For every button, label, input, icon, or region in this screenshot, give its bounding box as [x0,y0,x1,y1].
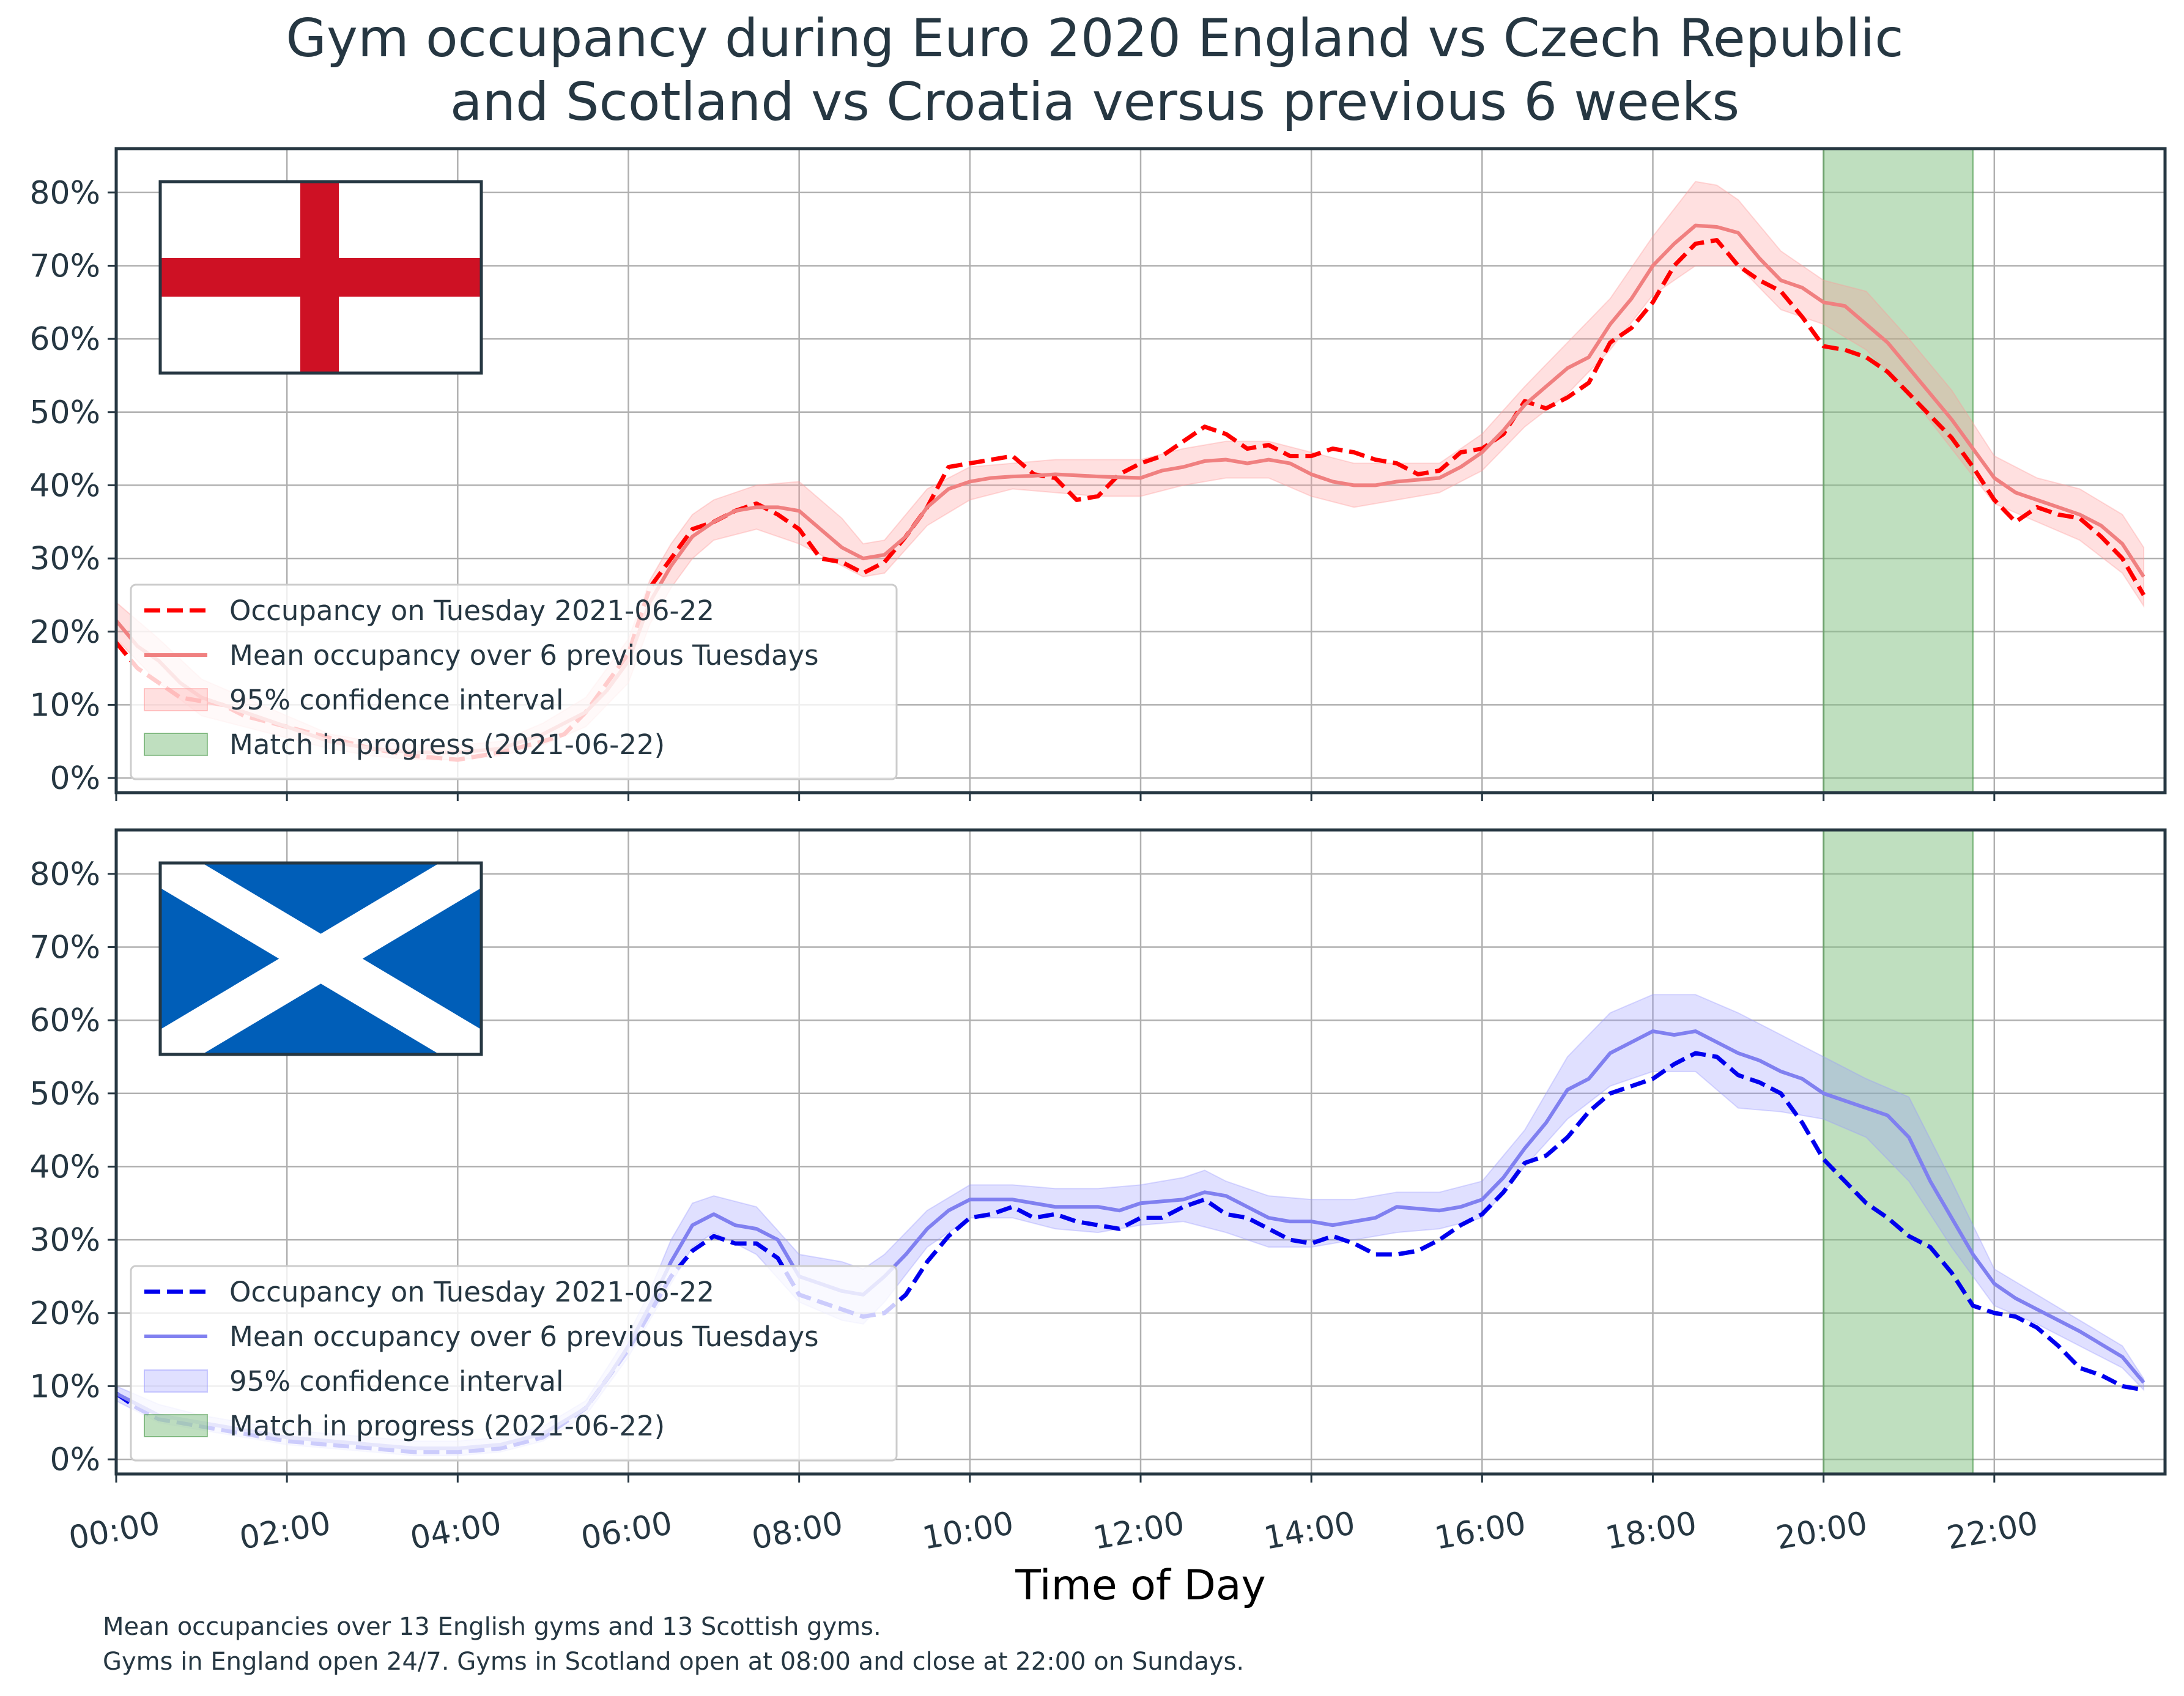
y-axis-tick-labels: 0% 10% 20% 30% 40% 50% 60% 70% 80% [29,175,116,797]
scotland-flag [158,861,483,1056]
legend-box [130,1265,898,1462]
y-tick-label: 60% [29,321,100,358]
legend-box [130,583,898,780]
legend-label-95-confidence-interval: 95% confidence interval [229,1365,564,1398]
figure-title-line-2: and Scotland vs Croatia versus previous … [450,72,1739,133]
flag-saltire-bar [160,863,481,1054]
flag-border [158,180,483,375]
flag-border [158,861,483,1056]
y-tick-label: 30% [29,1222,100,1259]
legend-swatch-match [144,1414,208,1437]
legend-label-mean-occupancy-over-6-pr: Mean occupancy over 6 previous Tuesdays [229,1320,819,1353]
legend-label-occupancy-on-tuesday-202: Occupancy on Tuesday 2021-06-22 [229,1276,714,1308]
footnote-line-1: Mean occupancies over 13 English gyms an… [103,1613,881,1641]
y-tick-label: 50% [29,394,100,431]
y-tick-label: 20% [29,614,100,651]
legend: Occupancy on Tuesday 2021-06-22 Mean occu… [130,1265,898,1462]
y-tick-label: 40% [29,1149,100,1185]
y-tick-label: 80% [29,175,100,212]
legend-label-95-confidence-interval: 95% confidence interval [229,684,564,716]
flag-saltire [160,863,481,1054]
legend-label-match-in-progress-2021-0: Match in progress (2021-06-22) [229,728,665,761]
y-tick-label: 40% [29,467,100,504]
match-in-progress-band [1823,147,1974,794]
y-tick-label: 60% [29,1002,100,1039]
x-axis-label: Time of Day [1015,1561,1265,1610]
england-flag [158,180,483,375]
scotland-panel: 0% 10% 20% 30% 40% 50% 60% 70% 80% Occupancy on T… [29,828,2167,1483]
y-tick-label: 80% [29,856,100,893]
legend-swatch-match [144,733,208,756]
y-axis-tick-labels: 0% 10% 20% 30% 40% 50% 60% 70% 80% [29,856,116,1478]
legend-label-occupancy-on-tuesday-202: Occupancy on Tuesday 2021-06-22 [229,594,714,627]
y-tick-label: 0% [50,760,101,797]
y-tick-label: 10% [29,1368,100,1405]
legend-label-match-in-progress-2021-0: Match in progress (2021-06-22) [229,1410,665,1442]
y-tick-label: 70% [29,929,100,966]
legend-swatch-confidence [144,1369,208,1393]
flag-cross-horizontal [160,258,481,297]
plot-frame [114,828,2167,1476]
england-panel: 0% 10% 20% 30% 40% 50% 60% 70% 80% Occupancy on T… [29,147,2167,801]
y-tick-label: 70% [29,248,100,284]
footnote-line-2: Gyms in England open 24/7. Gyms in Scotl… [103,1648,1244,1676]
y-tick-label: 50% [29,1076,100,1113]
legend: Occupancy on Tuesday 2021-06-22 Mean occu… [130,583,898,780]
legend-swatch-confidence [144,688,208,711]
y-tick-label: 20% [29,1295,100,1332]
figure-title-line-1: Gym occupancy during Euro 2020 England v… [286,8,1903,69]
y-tick-label: 10% [29,687,100,724]
y-tick-label: 30% [29,541,100,577]
y-tick-label: 0% [50,1442,101,1478]
legend-label-mean-occupancy-over-6-pr: Mean occupancy over 6 previous Tuesdays [229,639,819,672]
plot-frame [114,147,2167,794]
